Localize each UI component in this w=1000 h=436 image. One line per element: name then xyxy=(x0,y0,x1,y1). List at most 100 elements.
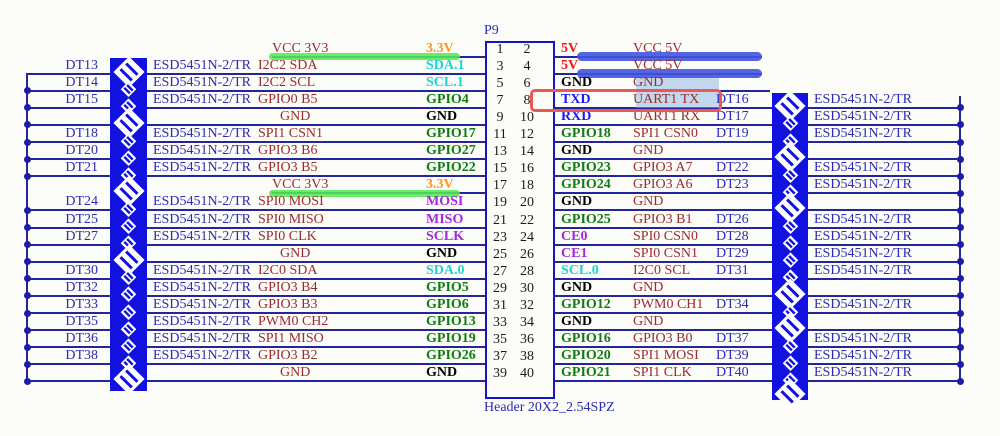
component-label[interactable]: ESD5451N-2/TR xyxy=(814,177,912,193)
component-label[interactable]: ESD5451N-2/TR xyxy=(153,126,251,141)
wire-net-gpio3_b5[interactable] xyxy=(27,175,485,178)
pin-number[interactable]: 11 xyxy=(493,127,507,142)
pin-number[interactable]: 39 xyxy=(493,366,507,382)
component-label[interactable]: ESD5451N-2/TR xyxy=(814,365,912,381)
pin-number[interactable]: 17 xyxy=(493,178,507,194)
net-label[interactable]: GPIO3 B4 xyxy=(258,279,318,295)
pin-function-label[interactable]: GND xyxy=(561,279,593,295)
wire-net-uart1_rx[interactable] xyxy=(553,123,960,126)
wire-net-gpio3_b4[interactable] xyxy=(27,294,485,297)
component-label[interactable]: ESD5451N-2/TR xyxy=(814,108,912,124)
wire-net-gpio3_b0[interactable] xyxy=(553,346,960,349)
net-label[interactable]: GPIO3 A6 xyxy=(633,177,693,193)
wire-net-pwm0_ch1[interactable] xyxy=(553,312,960,314)
designator-label[interactable]: DT32 xyxy=(65,279,98,295)
wire-net-gnd[interactable] xyxy=(553,329,960,332)
wire-net-spi0_csn0[interactable] xyxy=(553,243,960,246)
net-label[interactable]: GND xyxy=(280,108,311,124)
net-label[interactable]: GPIO3 B1 xyxy=(633,211,693,227)
pin-number[interactable]: 18 xyxy=(520,178,534,194)
net-label[interactable]: VCC 3V3 xyxy=(272,40,329,56)
pin-function-label[interactable]: SCLK xyxy=(426,228,465,244)
net-label[interactable]: GND xyxy=(633,279,664,295)
pin-function-label[interactable]: GPIO23 xyxy=(561,160,611,176)
net-label[interactable]: GND xyxy=(280,245,311,261)
pin-function-label[interactable]: CE1 xyxy=(561,245,588,261)
pin-function-label[interactable]: RXD xyxy=(561,108,592,124)
net-label[interactable]: UART1 TX xyxy=(633,91,700,107)
wire-net-i2c2_scl[interactable] xyxy=(27,89,485,92)
pin-function-label[interactable]: GPIO12 xyxy=(561,297,611,312)
net-label[interactable]: SPI1 CLK xyxy=(633,365,692,381)
pin-number[interactable]: 10 xyxy=(520,109,534,125)
wire-net-gpio3_b6[interactable] xyxy=(27,158,485,161)
pin-number[interactable]: 13 xyxy=(493,144,507,160)
pin-function-label[interactable]: GND xyxy=(426,108,458,124)
pin-function-label[interactable]: GPIO13 xyxy=(426,314,476,330)
pin-number[interactable]: 6 xyxy=(523,75,531,91)
component-label[interactable]: ESD5451N-2/TR xyxy=(153,194,251,210)
component-label[interactable]: ESD5451N-2/TR xyxy=(814,331,912,347)
component-label[interactable]: ESD5451N-2/TR xyxy=(153,143,251,159)
designator-label[interactable]: DT37 xyxy=(716,331,749,347)
net-label[interactable]: GPIO3 B6 xyxy=(258,143,318,159)
pin-number[interactable]: 38 xyxy=(520,349,534,365)
designator-label[interactable]: DT14 xyxy=(65,74,98,90)
net-label[interactable]: SPI0 CSN0 xyxy=(633,228,698,244)
pin-function-label[interactable]: GPIO26 xyxy=(426,348,476,364)
designator-label[interactable]: DT31 xyxy=(716,262,749,278)
net-label[interactable]: SPI1 MOSI xyxy=(633,348,699,364)
pin-function-label[interactable]: GPIO4 xyxy=(426,91,469,107)
designator-label[interactable]: DT24 xyxy=(65,194,98,210)
pin-function-label[interactable]: GPIO5 xyxy=(426,279,469,295)
net-label[interactable]: VCC 3V3 xyxy=(272,177,329,193)
pin-number[interactable]: 29 xyxy=(493,280,507,296)
designator-label[interactable]: DT28 xyxy=(716,228,749,244)
wire-net-spi0_mosi[interactable] xyxy=(27,209,485,212)
designator-label[interactable]: DT40 xyxy=(716,365,749,381)
component-label[interactable]: ESD5451N-2/TR xyxy=(153,331,251,347)
component-label[interactable]: ESD5451N-2/TR xyxy=(153,228,251,244)
wire-net-gnd[interactable] xyxy=(27,260,485,263)
net-label[interactable]: I2C2 SDA xyxy=(258,57,318,73)
pin-number[interactable]: 25 xyxy=(493,246,507,262)
designator-label[interactable]: DT16 xyxy=(716,91,749,107)
net-label[interactable]: I2C2 SCL xyxy=(258,74,316,90)
designator-label[interactable]: DT26 xyxy=(716,211,749,227)
header-symbol-body[interactable] xyxy=(485,41,555,399)
net-label[interactable]: GPIO3 B2 xyxy=(258,348,318,364)
net-label[interactable]: GND xyxy=(633,314,664,330)
designator-label[interactable]: DT17 xyxy=(716,108,749,124)
pin-number[interactable]: 20 xyxy=(520,195,534,211)
pin-number[interactable]: 8 xyxy=(523,92,531,108)
pin-number[interactable]: 30 xyxy=(520,280,534,296)
component-label[interactable]: ESD5451N-2/TR xyxy=(814,245,912,261)
pin-function-label[interactable]: 3.3V xyxy=(426,177,454,193)
wire-net-spi1_csn0[interactable] xyxy=(553,141,960,143)
pin-function-label[interactable]: 5V xyxy=(561,40,579,56)
wire-net-spi1_csn1[interactable] xyxy=(27,141,485,143)
wire-net-i2c0_sda[interactable] xyxy=(27,277,485,280)
component-label[interactable]: ESD5451N-2/TR xyxy=(153,91,251,107)
net-label[interactable]: SPI0 CSN1 xyxy=(633,245,698,261)
wire-net-gpio3_b3[interactable] xyxy=(27,312,485,314)
net-label[interactable]: GPIO3 A7 xyxy=(633,160,693,176)
net-label[interactable]: PWM0 CH1 xyxy=(633,297,704,312)
wire-net-uart1_tx[interactable] xyxy=(553,106,960,109)
pin-number[interactable]: 35 xyxy=(493,332,507,348)
component-label[interactable]: ESD5451N-2/TR xyxy=(814,348,912,364)
pin-function-label[interactable]: GND xyxy=(426,245,458,261)
pin-number[interactable]: 15 xyxy=(493,161,507,177)
component-label[interactable]: ESD5451N-2/TR xyxy=(153,348,251,364)
net-label[interactable]: I2C0 SCL xyxy=(633,262,691,278)
designator-label[interactable]: DT39 xyxy=(716,348,749,364)
net-label[interactable]: PWM0 CH2 xyxy=(258,314,329,330)
designator-label[interactable]: DT30 xyxy=(65,262,98,278)
pin-function-label[interactable]: GND xyxy=(561,314,593,330)
pin-number[interactable]: 12 xyxy=(520,127,534,142)
pin-number[interactable]: 2 xyxy=(523,41,531,57)
designator-label[interactable]: DT15 xyxy=(65,91,98,107)
pin-function-label[interactable]: GPIO6 xyxy=(426,297,469,312)
wire-net-gpio3_a7[interactable] xyxy=(553,175,960,178)
designator-label[interactable]: DT38 xyxy=(65,348,98,364)
